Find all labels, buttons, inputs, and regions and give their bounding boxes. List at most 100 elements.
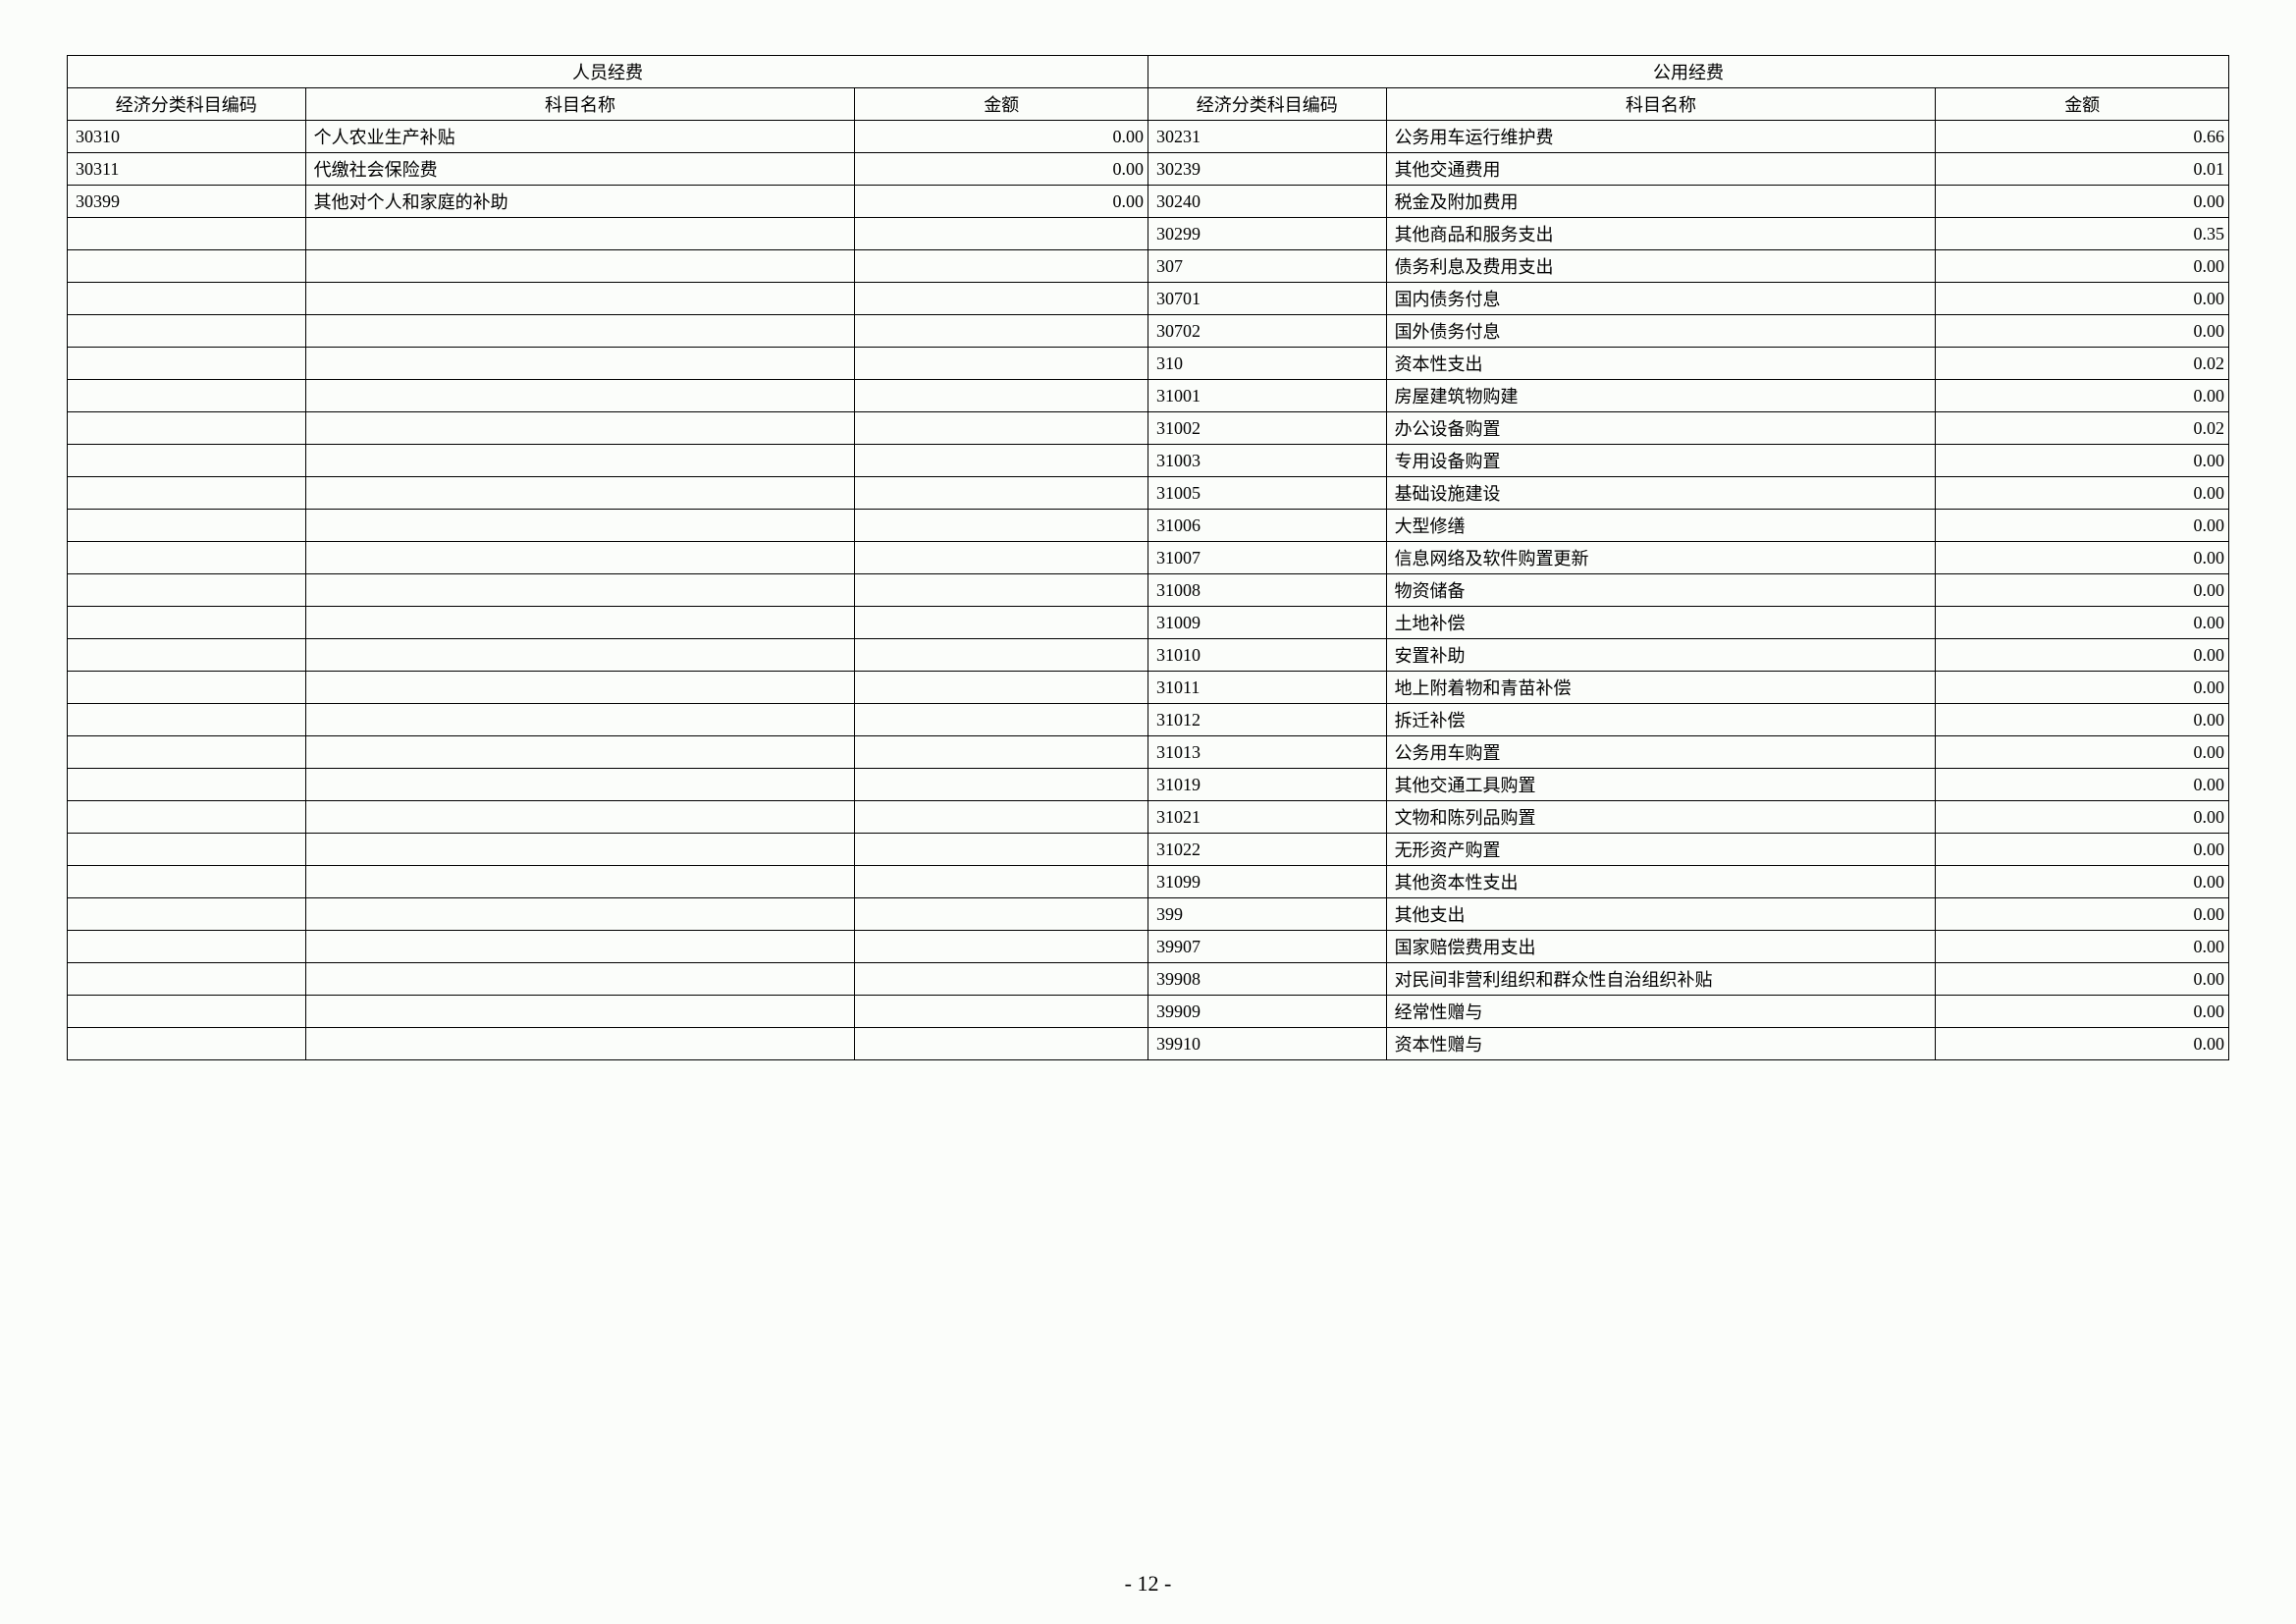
table-row: 31006大型修缮0.00 [68,510,2229,542]
cell-a1 [855,704,1148,736]
page-number: - 12 - [1125,1571,1172,1597]
cell-n2: 国家赔偿费用支出 [1386,931,1936,963]
table-row: 310资本性支出0.02 [68,348,2229,380]
cell-n2: 债务利息及费用支出 [1386,250,1936,283]
cell-c2: 30701 [1148,283,1386,315]
table-row: 31019其他交通工具购置0.00 [68,769,2229,801]
cell-a2: 0.02 [1936,412,2229,445]
cell-n1 [305,898,855,931]
table-row: 31009土地补偿0.00 [68,607,2229,639]
cell-n2: 办公设备购置 [1386,412,1936,445]
cell-c2: 31006 [1148,510,1386,542]
cell-c2: 31013 [1148,736,1386,769]
cell-n2: 国外债务付息 [1386,315,1936,348]
cell-n2: 其他交通费用 [1386,153,1936,186]
cell-c1 [68,542,306,574]
table-row: 399其他支出0.00 [68,898,2229,931]
cell-n1 [305,315,855,348]
cell-a1: 0.00 [855,153,1148,186]
cell-a1 [855,769,1148,801]
cell-c1 [68,1028,306,1060]
cell-n2: 公务用车购置 [1386,736,1936,769]
cell-c2: 307 [1148,250,1386,283]
cell-c1 [68,250,306,283]
table-row: 39907国家赔偿费用支出0.00 [68,931,2229,963]
cell-c1 [68,898,306,931]
cell-a2: 0.00 [1936,639,2229,672]
cell-c2: 30239 [1148,153,1386,186]
cell-a1 [855,672,1148,704]
cell-c1 [68,866,306,898]
cell-c2: 30240 [1148,186,1386,218]
cell-a2: 0.00 [1936,866,2229,898]
cell-n1 [305,963,855,996]
cell-n2: 无形资产购置 [1386,834,1936,866]
cell-a2: 0.00 [1936,672,2229,704]
cell-c2: 31002 [1148,412,1386,445]
cell-c1 [68,769,306,801]
cell-n2: 资本性赠与 [1386,1028,1936,1060]
cell-c2: 30299 [1148,218,1386,250]
cell-a1 [855,283,1148,315]
cell-c2: 39908 [1148,963,1386,996]
cell-c2: 39909 [1148,996,1386,1028]
table-row: 30399其他对个人和家庭的补助0.0030240税金及附加费用0.00 [68,186,2229,218]
cell-a2: 0.35 [1936,218,2229,250]
cell-a1 [855,801,1148,834]
table-row: 31010安置补助0.00 [68,639,2229,672]
cell-c1 [68,736,306,769]
cell-a1 [855,445,1148,477]
cell-a2: 0.00 [1936,380,2229,412]
cell-n2: 经常性赠与 [1386,996,1936,1028]
cell-a1 [855,250,1148,283]
table-row: 30310个人农业生产补贴0.0030231公务用车运行维护费0.66 [68,121,2229,153]
cell-a2: 0.00 [1936,542,2229,574]
cell-a1 [855,315,1148,348]
cell-n2: 其他支出 [1386,898,1936,931]
cell-c1 [68,574,306,607]
cell-c2: 31005 [1148,477,1386,510]
cell-c1: 30310 [68,121,306,153]
cell-n2: 拆迁补偿 [1386,704,1936,736]
cell-n1 [305,607,855,639]
cell-a1 [855,218,1148,250]
table-row: 30311代缴社会保险费0.0030239其他交通费用0.01 [68,153,2229,186]
cell-c2: 31009 [1148,607,1386,639]
cell-a1 [855,898,1148,931]
cell-c2: 31021 [1148,801,1386,834]
cell-a1 [855,510,1148,542]
cell-n2: 信息网络及软件购置更新 [1386,542,1936,574]
cell-n1 [305,639,855,672]
cell-a1: 0.00 [855,121,1148,153]
cell-c2: 31022 [1148,834,1386,866]
table-row: 31099其他资本性支出0.00 [68,866,2229,898]
cell-n1 [305,801,855,834]
cell-n1 [305,250,855,283]
table-row: 39910资本性赠与0.00 [68,1028,2229,1060]
cell-n1 [305,412,855,445]
cell-a2: 0.00 [1936,445,2229,477]
cell-c1 [68,218,306,250]
cell-c1 [68,996,306,1028]
cell-c1: 30399 [68,186,306,218]
cell-n2: 对民间非营利组织和群众性自治组织补贴 [1386,963,1936,996]
cell-a1 [855,380,1148,412]
cell-a2: 0.00 [1936,769,2229,801]
col-header-amount-2: 金额 [1936,88,2229,121]
table-row: 31011地上附着物和青苗补偿0.00 [68,672,2229,704]
table-row: 31007信息网络及软件购置更新0.00 [68,542,2229,574]
cell-a2: 0.00 [1936,996,2229,1028]
table-row: 307债务利息及费用支出0.00 [68,250,2229,283]
cell-c2: 31007 [1148,542,1386,574]
cell-n2: 国内债务付息 [1386,283,1936,315]
cell-a2: 0.00 [1936,607,2229,639]
cell-a1 [855,542,1148,574]
cell-a2: 0.00 [1936,315,2229,348]
cell-a1 [855,996,1148,1028]
cell-a2: 0.00 [1936,931,2229,963]
cell-a2: 0.01 [1936,153,2229,186]
cell-c2: 39907 [1148,931,1386,963]
cell-n2: 文物和陈列品购置 [1386,801,1936,834]
budget-table: 人员经费 公用经费 经济分类科目编码 科目名称 金额 经济分类科目编码 科目名称… [67,55,2229,1060]
cell-n1 [305,218,855,250]
